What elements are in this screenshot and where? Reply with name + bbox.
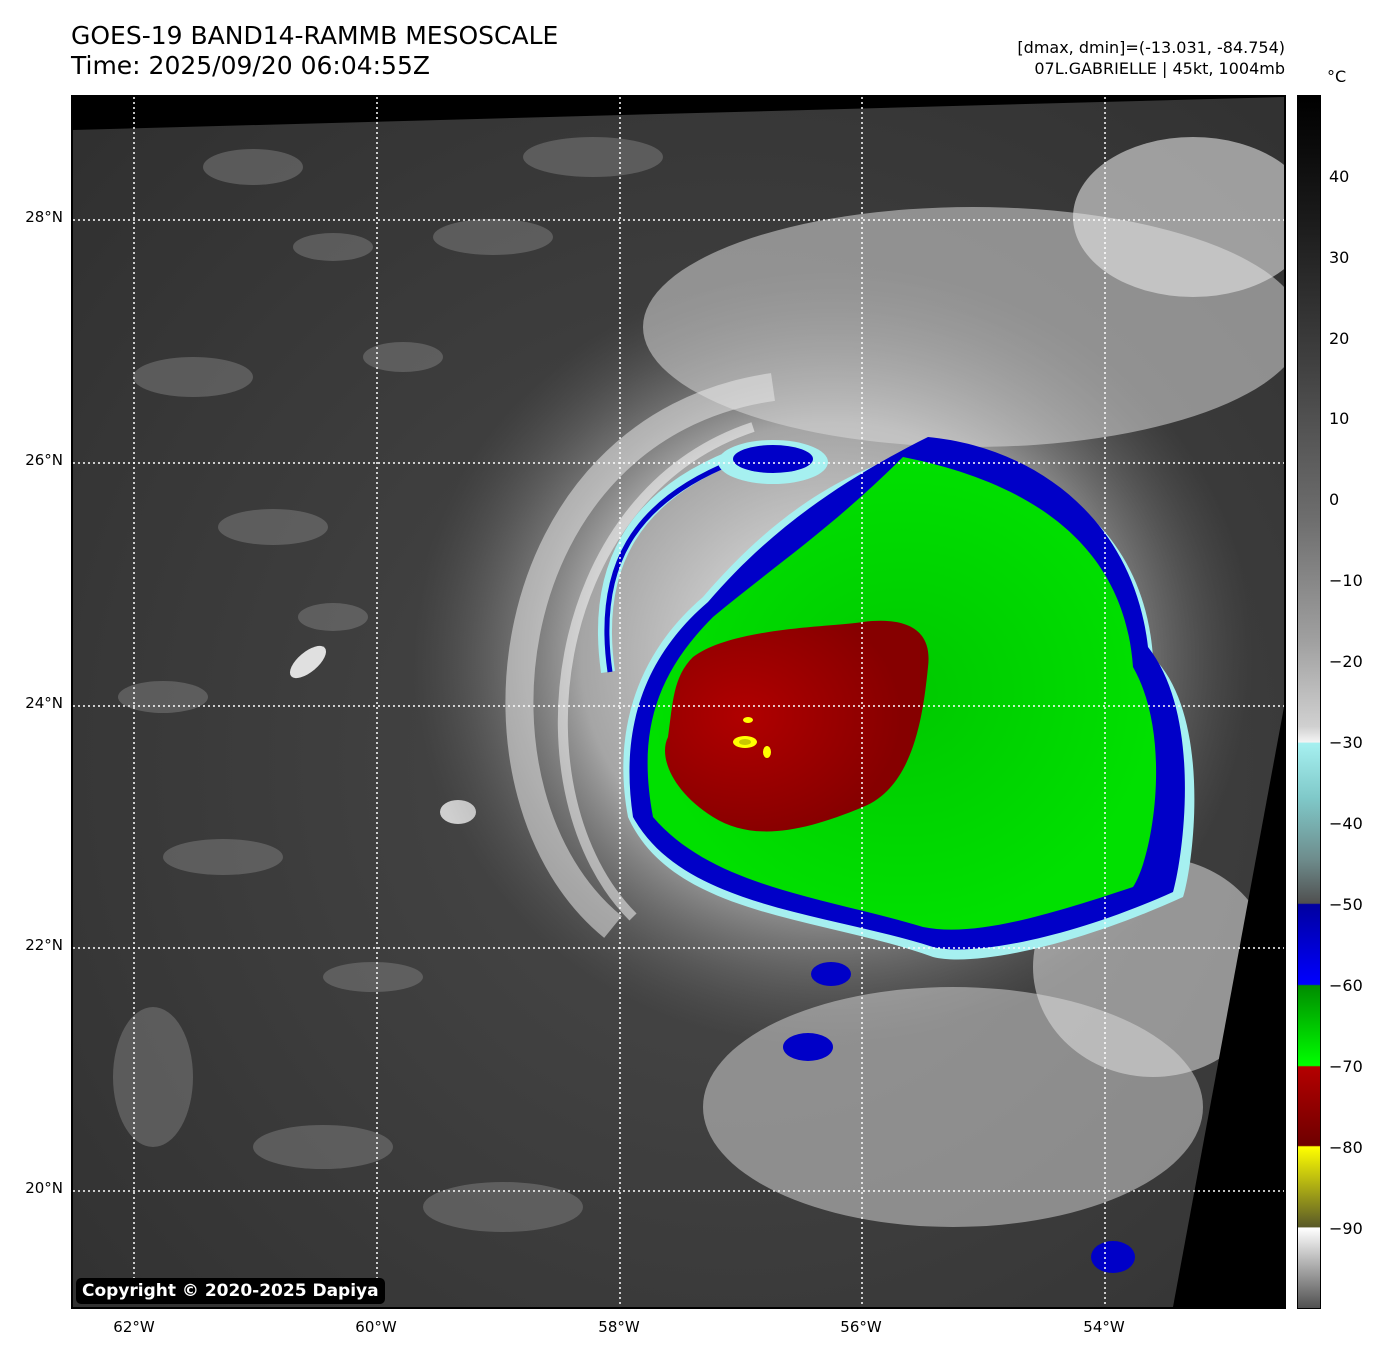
colorbar-label: 20 bbox=[1329, 329, 1350, 348]
lon-label-60w: 60°W bbox=[355, 1318, 397, 1336]
colorbar-label: −10 bbox=[1329, 571, 1363, 590]
colorbar-label: −60 bbox=[1329, 976, 1363, 995]
dmax-dmin-label: [dmax, dmin]=(-13.031, -84.754) bbox=[1017, 38, 1285, 57]
colorbar-label: −40 bbox=[1329, 814, 1363, 833]
colorbar-label: −90 bbox=[1329, 1219, 1363, 1238]
small-cloud-cell bbox=[289, 645, 327, 679]
colorbar-label: 0 bbox=[1329, 490, 1340, 509]
lat-label-26n: 26°N bbox=[25, 451, 63, 469]
timestamp-title: Time: 2025/09/20 06:04:55Z bbox=[71, 51, 430, 80]
colorbar-label: −80 bbox=[1329, 1138, 1363, 1157]
temperature-colorbar bbox=[1297, 95, 1321, 1309]
lat-lon-grid bbox=[73, 97, 1284, 1307]
scattered-low-clouds bbox=[113, 137, 663, 1232]
no-data-right bbox=[1173, 707, 1284, 1307]
lon-label-56w: 56°W bbox=[840, 1318, 882, 1336]
colorbar-label: −50 bbox=[1329, 895, 1363, 914]
colorbar-label: 40 bbox=[1329, 167, 1350, 186]
no-data-top bbox=[73, 97, 1284, 130]
lat-label-22n: 22°N bbox=[25, 936, 63, 954]
product-title: GOES-19 BAND14-RAMMB MESOSCALE bbox=[71, 21, 559, 50]
lon-label-54w: 54°W bbox=[1083, 1318, 1125, 1336]
lat-label-24n: 24°N bbox=[25, 694, 63, 712]
colorbar-label: 30 bbox=[1329, 248, 1350, 267]
colorbar-unit: °C bbox=[1327, 67, 1347, 86]
colorbar-label: −70 bbox=[1329, 1057, 1363, 1076]
colorbar-label: −20 bbox=[1329, 652, 1363, 671]
colorbar-label: 10 bbox=[1329, 409, 1350, 428]
storm-info-label: 07L.GABRIELLE | 45kt, 1004mb bbox=[1034, 59, 1285, 78]
colorbar-label: −30 bbox=[1329, 733, 1363, 752]
lon-label-58w: 58°W bbox=[598, 1318, 640, 1336]
satellite-image bbox=[73, 97, 1284, 1307]
copyright-badge: Copyright © 2020-2025 Dapiya bbox=[76, 1278, 385, 1304]
satellite-map: Copyright © 2020-2025 Dapiya bbox=[71, 95, 1286, 1309]
lat-label-28n: 28°N bbox=[25, 208, 63, 226]
lon-label-62w: 62°W bbox=[113, 1318, 155, 1336]
lat-label-20n: 20°N bbox=[25, 1179, 63, 1197]
